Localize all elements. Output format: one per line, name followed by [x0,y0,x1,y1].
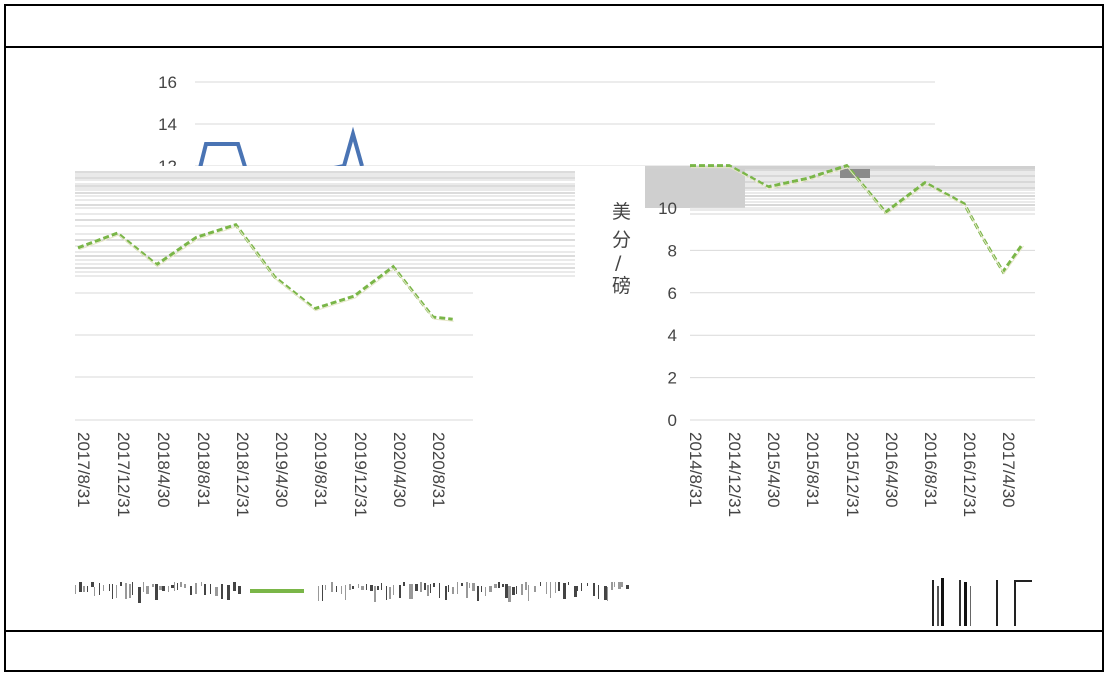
x-tick-label: 2016/4/30 [882,432,901,508]
y-axis-label-char-4: 磅 [612,275,631,297]
chart-c: 0 2 4 6 8 10 2014/8/31 2014/12/31 2015/4/30 2015/… [645,163,1035,517]
x-tick-label: 2018/12/31 [233,432,252,517]
legend-garbled-right [932,578,1032,626]
x-tick-label: 2017/12/31 [114,432,133,517]
series-line-b-shadow [78,226,454,322]
series-line-a-2 [333,126,364,170]
x-tick-label: 2020/8/31 [429,432,448,508]
x-tick-label: 2015/8/31 [803,432,822,508]
x-tick-label: 2016/8/31 [921,432,940,508]
y-tick-label: 6 [668,284,677,303]
x-tick-label: 2018/4/30 [154,432,173,508]
x-tick-label: 2018/8/31 [194,432,213,508]
y-tick-label: 8 [668,241,677,260]
y-tick-label: 14 [158,115,177,134]
document-frame [4,4,1104,672]
legend-garbled-text [75,582,629,603]
x-tick-label: 2014/12/31 [725,432,744,517]
chart-a: 121416 [60,73,935,176]
table-rule-bottom [4,630,1104,632]
y-tick-label: 16 [158,73,177,92]
blank-band [575,166,645,266]
render-artifact-lines [75,171,575,277]
x-tick-label: 2014/8/31 [686,432,705,508]
table-rule-top [4,46,1104,48]
x-tick-label: 2020/4/30 [390,432,409,508]
x-tick-label: 2016/12/31 [960,432,979,517]
x-tick-label: 2017/8/31 [74,432,93,508]
y-axis-label-char-3: / [615,252,622,274]
x-tick-label: 2015/12/31 [843,432,862,517]
x-tick-label: 2017/4/30 [999,432,1018,508]
y-tick-label: 4 [668,326,677,345]
y-tick-label: 2 [668,369,677,388]
x-tick-label: 2019/8/31 [311,432,330,508]
x-tick-label: 2019/12/31 [351,432,370,517]
y-tick-label: 0 [668,411,677,430]
legend [75,578,1032,626]
series-line-a [198,142,248,171]
chart-b: 2017/8/31 2017/12/31 2018/4/30 2018/8/31 201… [74,171,575,517]
series-line-c-shadow [691,167,1025,275]
y-axis-label-char-2: 分 [612,229,631,251]
y-tick-label: 10 [658,199,677,218]
x-tick-label: 2019/4/30 [272,432,291,508]
y-axis-label-char-1: 美 [612,201,631,223]
x-tick-label: 2015/4/30 [764,432,783,508]
render-artifact-lines-right [645,166,1035,215]
